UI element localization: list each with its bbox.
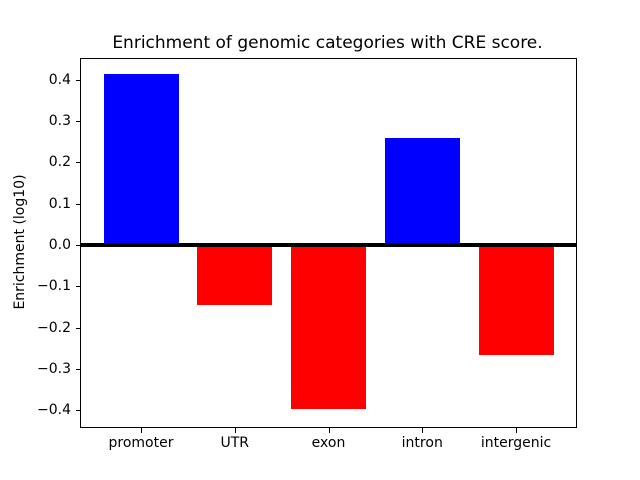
y-tick-−0.4 <box>76 410 81 412</box>
y-tick-label-0.4: 0.4 <box>48 71 71 88</box>
y-tick-label-−0.4: −0.4 <box>37 402 71 419</box>
y-tick-−0.3 <box>76 369 81 371</box>
zero-line <box>81 243 576 248</box>
chart-title: Enrichment of genomic categories with CR… <box>112 33 543 53</box>
y-tick-0.0 <box>76 245 81 247</box>
y-tick-label-0.1: 0.1 <box>48 195 71 212</box>
x-tick-exon <box>328 428 330 433</box>
y-tick-0.1 <box>76 203 81 205</box>
y-tick-−0.1 <box>76 286 81 288</box>
x-tick-promoter <box>141 428 142 433</box>
bar-intron <box>384 138 460 246</box>
x-tick-label-promoter: promoter <box>108 435 174 451</box>
y-tick-label-−0.2: −0.2 <box>37 319 71 336</box>
y-tick-0.4 <box>76 79 81 81</box>
y-tick-−0.2 <box>76 327 81 329</box>
x-tick-intergenic <box>516 428 517 433</box>
y-tick-label-0.3: 0.3 <box>48 113 71 130</box>
x-tick-label-UTR: UTR <box>220 435 250 451</box>
x-tick-label-exon: exon <box>311 435 346 451</box>
x-tick-label-intron: intron <box>401 435 443 451</box>
y-tick-label-0.2: 0.2 <box>48 154 71 171</box>
bar-promoter <box>103 74 179 246</box>
bar-exon <box>291 245 366 410</box>
y-tick-label-−0.1: −0.1 <box>37 278 71 295</box>
bar-intergenic <box>478 245 554 356</box>
y-tick-label-−0.3: −0.3 <box>37 361 71 378</box>
x-tick-UTR <box>234 428 236 433</box>
x-tick-label-intergenic: intergenic <box>480 435 552 451</box>
plot-area: promoter UTR exon intron intergenic 0.4 0.3 0.2… <box>37 58 577 451</box>
y-tick-label-0.0: 0.0 <box>48 237 71 254</box>
bar-UTR <box>197 245 273 305</box>
y-tick-0.2 <box>76 162 81 164</box>
y-tick-0.3 <box>76 121 81 123</box>
x-tick-intron <box>422 428 424 433</box>
